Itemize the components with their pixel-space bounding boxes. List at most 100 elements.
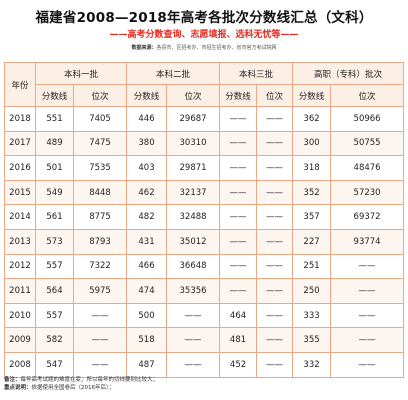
- page-title: 福建省2008—2018年高考各批次分数线汇总（文科）: [35, 10, 373, 26]
- table-cell: 250: [292, 278, 332, 304]
- table-cell: ——: [166, 302, 221, 329]
- score-table: 年份 本科一批 本科二批 本科三批 高职（专科）批次 分数线 位次 分数线 位次…: [4, 62, 405, 378]
- table-cell: 557: [35, 302, 74, 329]
- sub-header-score: 分数线: [292, 84, 332, 107]
- score-table-container: 年份 本科一批 本科二批 本科三批 高职（专科）批次 分数线 位次 分数线 位次…: [4, 62, 405, 378]
- table-row: 2011 564 5975 474 35356 —— —— 250 ——: [4, 278, 405, 304]
- table-cell: 227: [292, 228, 332, 255]
- data-source-label: 数据来源：: [131, 45, 157, 51]
- table-cell: ——: [166, 351, 221, 378]
- table-cell: 352: [292, 179, 332, 206]
- table-cell: 8448: [72, 179, 128, 206]
- table-cell: ——: [330, 278, 405, 304]
- table-cell: ——: [72, 302, 128, 329]
- table-cell: ——: [330, 302, 405, 329]
- table-cell: 7405: [72, 106, 128, 132]
- table-cell: ——: [256, 253, 294, 280]
- table-cell: 29871: [166, 155, 221, 181]
- table-cell: ——: [256, 302, 294, 329]
- sub-header-rank: 位次: [166, 84, 221, 107]
- table-cell: 57230: [330, 179, 405, 206]
- table-cell: 35012: [166, 228, 221, 255]
- table-cell: 446: [126, 106, 168, 132]
- table-cell: 431: [126, 228, 168, 255]
- year-header: 年份: [4, 62, 36, 107]
- table-row: 2014 561 8775 482 32488 —— —— 357 69372: [4, 204, 405, 230]
- note-remark: 备注：每年高考试题的难度在变，所以每年的切线要别比较大；: [4, 376, 403, 384]
- table-cell: 7535: [72, 155, 128, 181]
- sub-header-rank: 位次: [256, 84, 294, 107]
- notes: 备注：每年高考试题的难度在变，所以每年的切线要别比较大； 重点说明：依据使用全国…: [4, 376, 403, 392]
- table-cell: 29687: [166, 106, 221, 132]
- table-cell: 333: [292, 302, 332, 329]
- table-cell: ——: [219, 179, 258, 206]
- sub-header-score: 分数线: [219, 84, 258, 107]
- table-cell: ——: [219, 155, 258, 181]
- table-cell: 332: [292, 351, 332, 378]
- sub-header-rank: 位次: [330, 84, 405, 107]
- table-header: 年份 本科一批 本科二批 本科三批 高职（专科）批次 分数线 位次 分数线 位次…: [4, 62, 405, 107]
- table-cell: 482: [126, 204, 168, 230]
- table-cell: ——: [256, 278, 294, 304]
- data-source-text: 各县市、区招考办、市招生招考办、省市官方考试院网: [156, 45, 277, 51]
- year-cell: 2009: [4, 327, 36, 353]
- table-cell: 50966: [330, 106, 405, 132]
- table-cell: 452: [219, 351, 258, 378]
- sub-header-score: 分数线: [35, 84, 74, 107]
- table-row: 2013 573 8793 431 35012 —— —— 227 93774: [4, 228, 405, 255]
- note-key: 重点说明：依据使用全国卷后（2016年后）；: [4, 384, 403, 392]
- year-cell: 2015: [4, 179, 36, 206]
- table-cell: 489: [35, 130, 74, 157]
- year-cell: 2010: [4, 302, 36, 329]
- table-cell: 35356: [166, 278, 221, 304]
- page-subtitle: ——高考分数查询、志愿填报、选科无忧等——: [109, 30, 299, 40]
- year-cell: 2008: [4, 351, 36, 378]
- year-cell: 2016: [4, 155, 36, 181]
- table-row: 2010 557 —— 500 —— 464 —— 333 ——: [4, 302, 405, 329]
- table-cell: ——: [330, 327, 405, 353]
- table-cell: 549: [35, 179, 74, 206]
- year-cell: 2013: [4, 228, 36, 255]
- table-row: 2016 501 7535 403 29871 —— —— 318 48476: [4, 155, 405, 181]
- group-header-benke1: 本科一批: [34, 62, 128, 85]
- year-cell: 2011: [4, 278, 36, 304]
- table-cell: 582: [35, 327, 74, 353]
- table-cell: ——: [219, 130, 258, 157]
- table-cell: 466: [126, 253, 168, 280]
- table-cell: ——: [256, 327, 294, 353]
- table-cell: ——: [256, 204, 294, 230]
- table-cell: 551: [35, 106, 74, 132]
- data-source: 数据来源：各县市、区招考办、市招生招考办、省市官方考试院网: [0, 44, 408, 51]
- table-cell: 464: [219, 302, 258, 329]
- table-cell: 36648: [166, 253, 221, 280]
- year-cell: 2018: [4, 106, 36, 132]
- group-header-gaozhi: 高职（专科）批次: [292, 62, 405, 85]
- table-cell: ——: [256, 351, 294, 378]
- note-key-label: 重点说明：: [4, 385, 32, 391]
- table-cell: 50755: [330, 130, 405, 157]
- table-cell: 30310: [166, 130, 221, 157]
- table-cell: 481: [219, 327, 258, 353]
- table-cell: ——: [330, 351, 405, 378]
- table-cell: 48476: [330, 155, 405, 181]
- table-cell: ——: [166, 327, 221, 353]
- note-remark-label: 备注：: [4, 377, 21, 383]
- table-cell: 93774: [330, 228, 405, 255]
- table-cell: 462: [126, 179, 168, 206]
- table-cell: ——: [256, 228, 294, 255]
- table-cell: 8793: [72, 228, 128, 255]
- table-cell: 564: [35, 278, 74, 304]
- table-cell: 32488: [166, 204, 221, 230]
- table-cell: 300: [292, 130, 332, 157]
- note-key-text: 依据使用全国卷后（2016年后）；: [31, 385, 115, 391]
- table-cell: ——: [256, 155, 294, 181]
- table-cell: 501: [35, 155, 74, 181]
- table-cell: 561: [35, 204, 74, 230]
- table-cell: ——: [256, 130, 294, 157]
- table-cell: ——: [72, 327, 128, 353]
- year-cell: 2017: [4, 130, 36, 157]
- table-body: 2018 551 7405 446 29687 —— —— 362 50966 2017 489 74…: [4, 106, 405, 378]
- table-cell: 518: [126, 327, 168, 353]
- sub-header-score: 分数线: [126, 84, 168, 107]
- table-cell: 355: [292, 327, 332, 353]
